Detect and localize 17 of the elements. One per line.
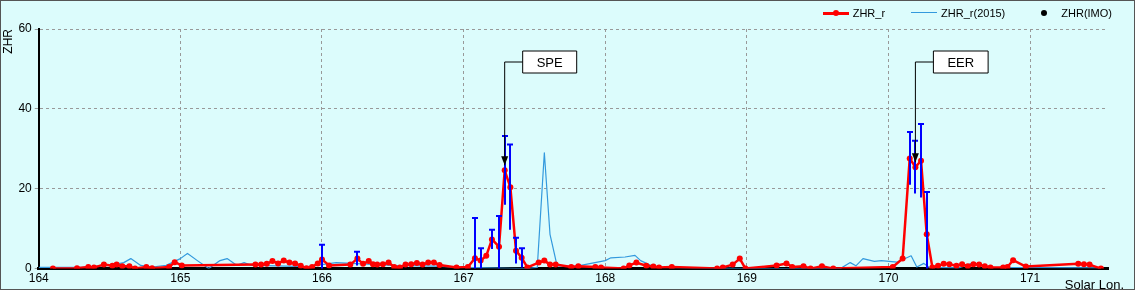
legend-label: ZHR_r(2015) <box>941 7 1006 19</box>
x-tick-label: 165 <box>170 271 191 286</box>
legend-label: ZHR_r <box>852 7 886 19</box>
x-tick-label: 170 <box>878 271 899 286</box>
annotation: EER <box>947 54 975 70</box>
y-axis-title: ZHR <box>0 28 15 54</box>
x-axis-title: Solar Lon. <box>1064 276 1124 290</box>
legend-label: ZHR(IMO) <box>1061 7 1112 19</box>
x-tick-label: 166 <box>311 271 333 286</box>
x-tick-label: 167 <box>453 271 474 286</box>
y-tick-label: 40 <box>18 101 33 116</box>
x-tick-label: 171 <box>1020 271 1041 286</box>
x-tick-label: 169 <box>736 271 758 286</box>
y-tick-label: 60 <box>18 21 33 36</box>
annotation: SPE <box>536 54 564 70</box>
y-tick-label: 20 <box>18 181 33 196</box>
x-tick-label: 168 <box>595 271 616 286</box>
